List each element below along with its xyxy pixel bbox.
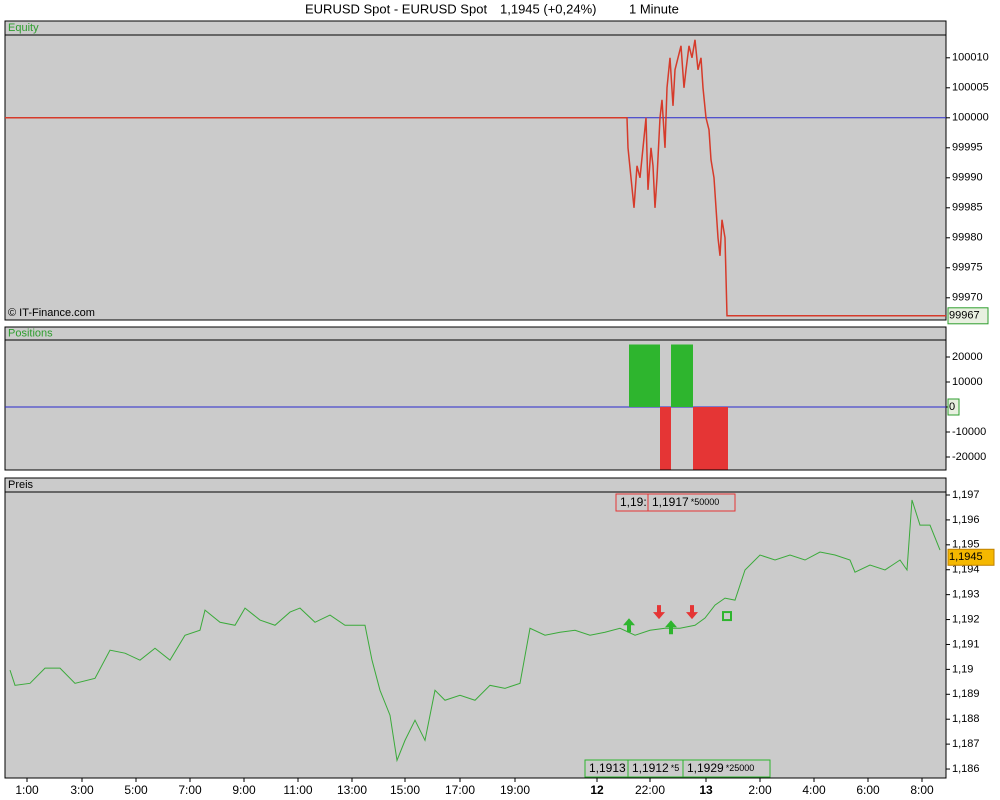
panel-label: Positions (8, 327, 53, 339)
x-tick-label: 22:00 (635, 783, 665, 797)
y-tick-label: 20000 (952, 351, 983, 363)
y-tick-label: 1,194 (952, 564, 980, 576)
panel (4, 477, 947, 779)
y-tick-label: 1,196 (952, 514, 980, 526)
trade-size: *50000 (691, 497, 720, 507)
last-value-label: 1,1945 (949, 551, 983, 563)
series-line (9, 499, 941, 763)
trade-price: 1,19: (620, 495, 647, 509)
x-tick-label: 9:00 (232, 783, 256, 797)
y-tick-label: 1,187 (952, 738, 980, 750)
y-tick-label: 1,186 (952, 763, 980, 775)
y-tick-label: -10000 (952, 426, 986, 438)
y-tick-label: 1,192 (952, 613, 980, 625)
y-tick-label: 100010 (952, 52, 989, 64)
x-tick-label: 6:00 (856, 783, 880, 797)
x-tick-label: 4:00 (802, 783, 826, 797)
buy-arrow (623, 618, 635, 633)
x-tick-label: 7:00 (178, 783, 202, 797)
watermark: © IT-Finance.com (8, 307, 95, 319)
last-value-label: 99967 (949, 310, 980, 322)
y-tick-label: 100000 (952, 112, 989, 124)
position-bar (629, 344, 660, 407)
x-tick-label: 17:00 (445, 783, 475, 797)
title-instrument: EURUSD Spot - EURUSD Spot (305, 1, 487, 16)
title-interval: 1 Minute (629, 1, 679, 16)
last-value-label: 0 (949, 401, 955, 413)
trade-label: 1,1929 *25000 (687, 761, 754, 775)
exit-marker (722, 611, 732, 622)
x-tick-label: 19:00 (500, 783, 530, 797)
position-bar (671, 344, 693, 407)
trade-label-box (647, 493, 736, 512)
position-bar (693, 407, 728, 470)
x-tick-label: 11:00 (283, 783, 312, 797)
trade-size: *5 (671, 763, 680, 773)
y-tick-label: 1,19 (952, 663, 973, 675)
y-tick-label: 99980 (952, 232, 983, 244)
x-tick-label: 3:00 (70, 783, 94, 797)
y-tick-label: 1,189 (952, 688, 980, 700)
x-tick-label: 2:00 (748, 783, 772, 797)
last-value-box (947, 307, 989, 325)
y-tick-label: -20000 (952, 451, 986, 463)
y-tick-label: 10000 (952, 376, 983, 388)
y-tick-label: 1,197 (952, 489, 980, 501)
panel (4, 20, 947, 321)
y-tick-label: 100005 (952, 82, 989, 94)
position-bar (660, 407, 671, 470)
panel-label: Equity (8, 22, 39, 34)
buy-arrow (665, 620, 677, 635)
y-tick-label: 99990 (952, 172, 983, 184)
trade-price: 1,1917 (652, 495, 689, 509)
trade-label: 1,1917 *50000 (652, 495, 719, 509)
x-tick-label: 12 (590, 783, 604, 797)
x-tick-label: 8:00 (910, 783, 934, 797)
title-price: 1,1945 (+0,24%) (500, 1, 596, 16)
y-tick-label: 1,191 (952, 638, 980, 650)
last-value-box (947, 548, 995, 566)
y-tick-label: 1,188 (952, 713, 980, 725)
x-tick-label: 13 (699, 783, 713, 797)
sell-arrow (653, 605, 665, 620)
trade-label: 1,19: (620, 495, 647, 509)
trade-label-box (682, 759, 771, 778)
trade-price: 1,1913 (589, 761, 626, 775)
trade-price: 1,1912 (632, 761, 669, 775)
y-tick-label: 99995 (952, 142, 983, 154)
last-value-box (947, 398, 960, 416)
trade-size: *25000 (726, 763, 755, 773)
sell-arrow (686, 605, 698, 620)
trade-label: 1,1912 *5 (632, 761, 679, 775)
x-tick-label: 1:00 (15, 783, 39, 797)
trade-price: 1,1929 (687, 761, 724, 775)
series-line (5, 39, 946, 317)
x-tick-label: 15:00 (390, 783, 420, 797)
y-tick-label: 1,195 (952, 539, 980, 551)
y-tick-label: 99985 (952, 202, 983, 214)
y-tick-label: 99975 (952, 262, 983, 274)
panel-label: Preis (8, 479, 34, 491)
y-tick-label: 1,193 (952, 589, 980, 601)
panel (4, 326, 947, 471)
x-tick-label: 13:00 (337, 783, 367, 797)
trade-label: 1,1913 (589, 761, 626, 775)
y-tick-label: 99970 (952, 292, 983, 304)
x-tick-label: 5:00 (124, 783, 148, 797)
